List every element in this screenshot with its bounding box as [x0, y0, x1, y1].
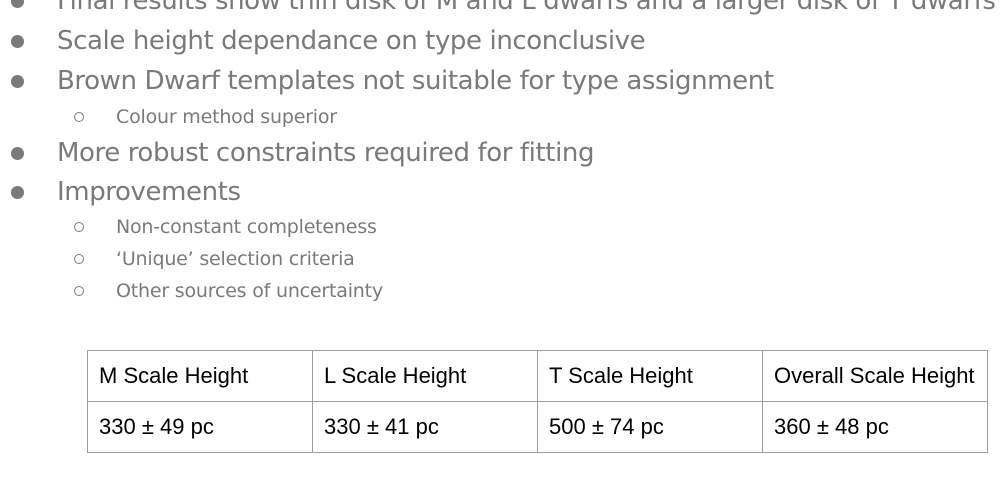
conclusions-list: Final results show thin disk of M and L … — [0, 0, 1000, 307]
sub-bullet-uncertainty: Other sources of uncertainty — [0, 275, 1000, 307]
bullet-robust-constraints: More robust constraints required for fit… — [0, 133, 1000, 173]
bullet-text: Brown Dwarf templates not suitable for t… — [57, 66, 774, 96]
table-row: 330 ± 49 pc 330 ± 41 pc 500 ± 74 pc 360 … — [87, 401, 988, 453]
cell-t-scale-height: 500 ± 74 pc — [537, 401, 763, 453]
header-m-scale-height: M Scale Height — [87, 350, 313, 402]
bullet-text: Final results show thin disk of M and L … — [57, 0, 996, 16]
bullet-ring-icon — [74, 286, 84, 296]
bullet-dot-icon — [11, 186, 24, 199]
header-t-scale-height: T Scale Height — [537, 350, 763, 402]
bullet-text: More robust constraints required for fit… — [57, 138, 595, 168]
bullet-scale-height-dependance: Scale height dependance on type inconclu… — [0, 21, 1000, 61]
bullet-improvements: Improvements — [0, 173, 1000, 211]
bullet-dot-icon — [11, 0, 24, 8]
bullet-brown-dwarf-templates: Brown Dwarf templates not suitable for t… — [0, 61, 1000, 101]
sub-bullet-selection-criteria: ‘Unique’ selection criteria — [0, 243, 1000, 275]
bullet-dot-icon — [11, 75, 24, 88]
sub-bullet-text: Colour method superior — [116, 106, 337, 128]
bullet-dot-icon — [11, 35, 24, 48]
bullet-final-results: Final results show thin disk of M and L … — [0, 0, 1000, 21]
sub-bullet-text: ‘Unique’ selection criteria — [116, 248, 355, 270]
bullet-ring-icon — [74, 112, 84, 122]
bullet-text: Improvements — [57, 177, 241, 207]
header-l-scale-height: L Scale Height — [312, 350, 538, 402]
bullet-ring-icon — [74, 222, 84, 232]
cell-l-scale-height: 330 ± 41 pc — [312, 401, 538, 453]
scale-height-table: M Scale Height L Scale Height T Scale He… — [87, 350, 988, 453]
bullet-text: Scale height dependance on type inconclu… — [57, 26, 646, 56]
sub-bullet-colour-method: Colour method superior — [0, 101, 1000, 133]
sub-bullet-text: Other sources of uncertainty — [116, 280, 383, 302]
cell-m-scale-height: 330 ± 49 pc — [87, 401, 313, 453]
header-overall-scale-height: Overall Scale Height — [762, 350, 988, 402]
bullet-ring-icon — [74, 254, 84, 264]
sub-bullet-completeness: Non-constant completeness — [0, 211, 1000, 243]
table-header-row: M Scale Height L Scale Height T Scale He… — [87, 350, 988, 402]
cell-overall-scale-height: 360 ± 48 pc — [762, 401, 988, 453]
bullet-dot-icon — [11, 147, 24, 160]
sub-bullet-text: Non-constant completeness — [116, 216, 377, 238]
